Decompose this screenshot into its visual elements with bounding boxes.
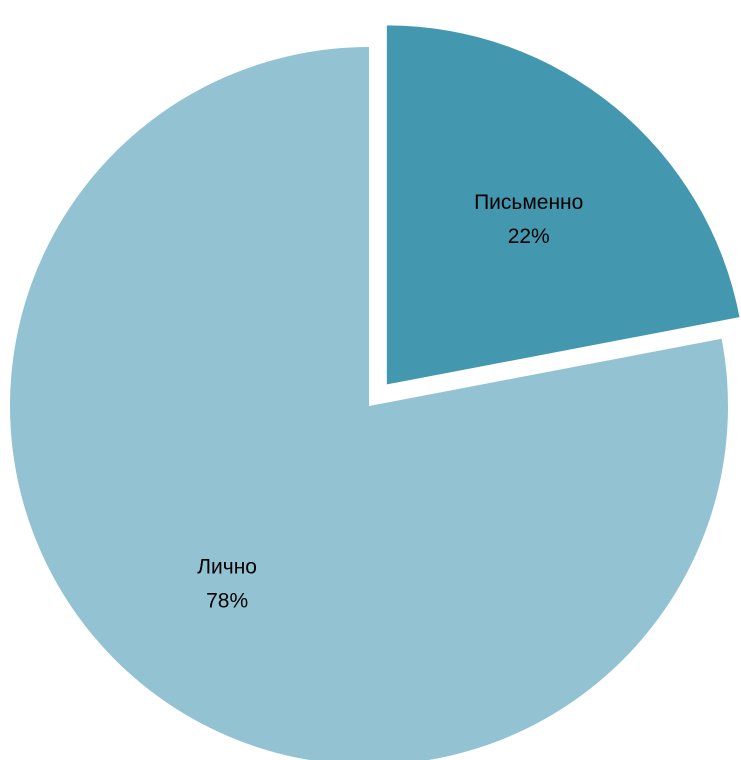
pie-slices (10, 25, 740, 760)
slice-value-label: 22% (508, 225, 550, 248)
pie-slice-2 (10, 47, 728, 760)
slice-name-label: Письменно (474, 191, 583, 214)
slice-value-label: 78% (206, 590, 248, 613)
pie-labels: Письменно 22% Лично 78% (197, 191, 583, 613)
pie-slice-1 (386, 25, 740, 385)
slice-name-label: Лично (197, 556, 257, 579)
